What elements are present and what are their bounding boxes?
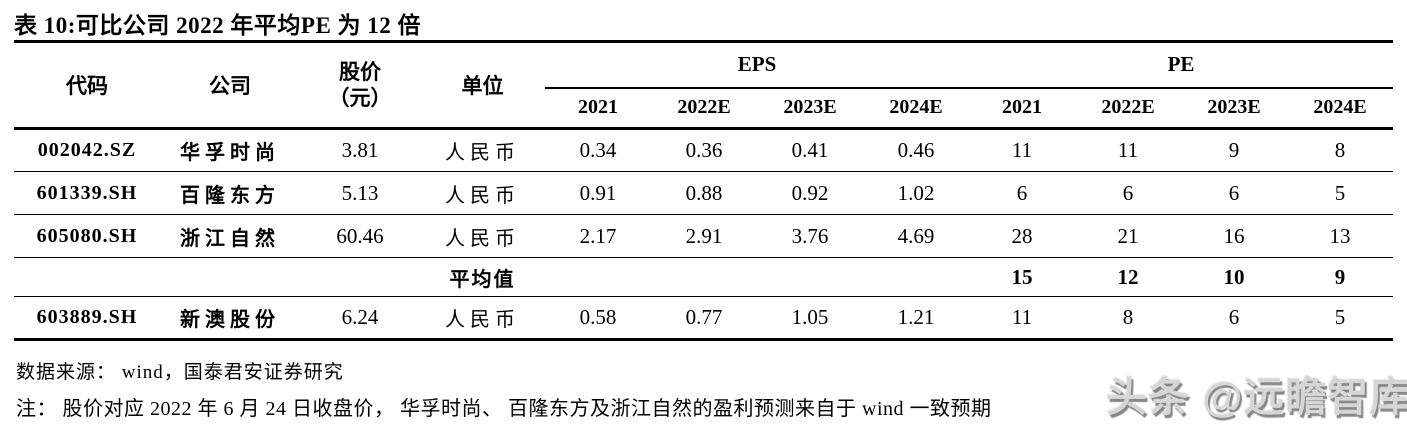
average-label: 平均值 [420,257,545,297]
eps-2021: 2.17 [545,214,651,258]
eps-2021: 0.34 [545,128,651,172]
table-body: 002042.SZ 华孚时尚 3.81 人民币 0.34 0.36 0.41 0… [14,128,1394,341]
stock-code: 605080.SH [14,214,160,258]
data-source-text: 数据来源： wind，国泰君安证券研究 [16,362,344,383]
empty-cell [863,257,970,297]
pe-2023e: 6 [1181,171,1288,215]
stock-code: 603889.SH [14,296,160,341]
eps-2024e: 1.21 [863,296,970,341]
pe-2022e: 6 [1075,171,1182,215]
currency-unit: 人民币 [420,171,545,215]
column-group-eps: EPS [545,41,970,89]
stock-price: 5.13 [300,171,420,215]
eps-2022e: 0.77 [651,296,757,341]
avg-pe-2022e: 12 [1075,257,1182,297]
empty-cell [160,257,300,297]
avg-pe-2023e: 10 [1181,257,1288,297]
pe-2021: 11 [969,296,1076,341]
table-header: 代码 公司 股价 （元） 单位 EPS PE 2021 2022E 2023E … [14,41,1394,130]
eps-2022e: 2.91 [651,214,757,258]
eps-2021: 0.91 [545,171,651,215]
empty-cell [545,257,651,297]
pe-2021: 6 [969,171,1076,215]
eps-year-2024e: 2024E [863,87,970,130]
average-row: 平均值 15 12 10 9 [14,257,1394,297]
eps-2023e: 0.41 [757,128,863,172]
pe-2024e: 5 [1287,296,1394,341]
empty-cell [757,257,863,297]
column-header-price: 股价 （元） [300,41,420,130]
table-row-601339: 601339.SH 百隆东方 5.13 人民币 0.91 0.88 0.92 1… [14,171,1394,215]
eps-2023e: 3.76 [757,214,863,258]
table-title: 表 10:可比公司 2022 年平均PE 为 12 倍 [14,13,422,38]
eps-2023e: 0.92 [757,171,863,215]
pe-2022e: 11 [1075,128,1182,172]
empty-cell [651,257,757,297]
pe-year-2023e: 2023E [1181,87,1288,130]
empty-cell [14,257,160,297]
pe-2024e: 13 [1287,214,1394,258]
pe-2023e: 9 [1181,128,1288,172]
stock-price: 60.46 [300,214,420,258]
pe-year-2022e: 2022E [1075,87,1182,130]
stock-price: 3.81 [300,128,420,172]
eps-2024e: 4.69 [863,214,970,258]
empty-cell [300,257,420,297]
watermark-text: 头条 @远瞻智库 [1106,374,1407,420]
eps-2021: 0.58 [545,296,651,341]
avg-pe-2021: 15 [969,257,1076,297]
stock-code: 601339.SH [14,171,160,215]
price-label-line1: 股价 [339,59,381,84]
company-name: 浙江自然 [160,214,300,258]
eps-year-2021: 2021 [545,87,651,130]
header-group-row: 代码 公司 股价 （元） 单位 EPS PE [14,41,1394,130]
pe-2021: 11 [969,128,1076,172]
table-row-605080: 605080.SH 浙江自然 60.46 人民币 2.17 2.91 3.76 … [14,214,1394,258]
eps-2022e: 0.36 [651,128,757,172]
company-name: 华孚时尚 [160,128,300,172]
pe-year-2024e: 2024E [1287,87,1394,130]
eps-2022e: 0.88 [651,171,757,215]
eps-year-2023e: 2023E [757,87,863,130]
footnote-text: 注： 股价对应 2022 年 6 月 24 日收盘价， 华孚时尚、 百隆东方及浙… [16,398,992,420]
pe-2024e: 5 [1287,171,1394,215]
currency-unit: 人民币 [420,296,545,341]
table-row-603889: 603889.SH 新澳股份 6.24 人民币 0.58 0.77 1.05 1… [14,296,1394,341]
avg-pe-2024e: 9 [1287,257,1394,297]
currency-unit: 人民币 [420,128,545,172]
eps-2024e: 0.46 [863,128,970,172]
company-name: 百隆东方 [160,171,300,215]
column-header-company: 公司 [160,41,300,130]
eps-year-2022e: 2022E [651,87,757,130]
company-name: 新澳股份 [160,296,300,341]
table-row-002042: 002042.SZ 华孚时尚 3.81 人民币 0.34 0.36 0.41 0… [14,128,1394,172]
stock-code: 002042.SZ [14,128,160,172]
comparable-companies-table: 代码 公司 股价 （元） 单位 EPS PE 2021 2022E 2023E … [14,40,1394,341]
pe-2023e: 16 [1181,214,1288,258]
currency-unit: 人民币 [420,214,545,258]
price-label-line2: （元） [328,86,392,110]
pe-2023e: 6 [1181,296,1288,341]
pe-2021: 28 [969,214,1076,258]
pe-2022e: 21 [1075,214,1182,258]
column-group-pe: PE [969,41,1394,89]
eps-2023e: 1.05 [757,296,863,341]
eps-2024e: 1.02 [863,171,970,215]
header-years-row: 2021 2022E 2023E 2024E 2021 2022E 2023E … [14,87,1394,130]
pe-2022e: 8 [1075,296,1182,341]
pe-year-2021: 2021 [969,87,1076,130]
stock-price: 6.24 [300,296,420,341]
column-header-unit: 单位 [420,41,545,130]
column-header-code: 代码 [14,41,160,130]
pe-2024e: 8 [1287,128,1394,172]
